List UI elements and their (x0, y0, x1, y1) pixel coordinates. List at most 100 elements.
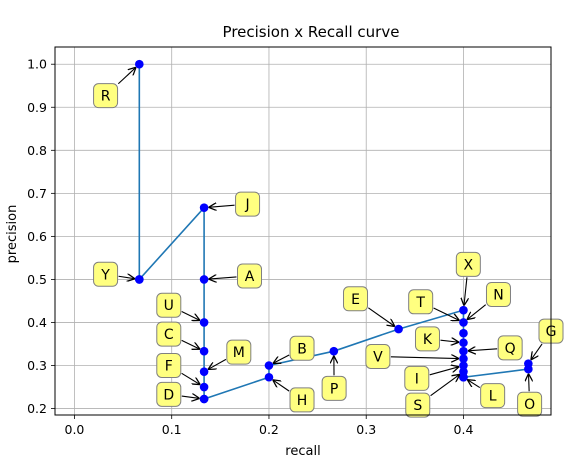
annotation-label: S (413, 398, 422, 414)
y-tick-label: 0.5 (27, 272, 47, 287)
annotation-box (156, 321, 182, 347)
data-point (199, 394, 209, 404)
annotation-a: A (209, 263, 263, 289)
annotation-label: H (297, 393, 308, 409)
annotation-box (485, 281, 511, 307)
data-point (394, 324, 403, 334)
x-tick-label: 0.4 (454, 422, 474, 437)
annotation-label: N (493, 287, 503, 303)
data-point (459, 318, 468, 327)
annotation-box (93, 83, 119, 109)
annotation-box (365, 343, 391, 369)
annotation-arrow (273, 354, 290, 363)
y-tick-label: 0.9 (27, 100, 47, 115)
data-point (524, 359, 533, 368)
annotation-label: E (351, 292, 360, 308)
annotation-box (226, 339, 252, 365)
annotation-box (235, 191, 261, 217)
annotation-v: V (365, 343, 459, 369)
data-point (459, 305, 468, 315)
annotation-h: H (273, 380, 315, 413)
annotation-arrow (467, 380, 481, 389)
data-point (329, 346, 339, 356)
x-tick-label: 0.1 (162, 422, 182, 437)
annotation-arrow (209, 277, 237, 279)
annotation-j: J (209, 191, 261, 217)
annotation-o: O (517, 374, 543, 417)
x-axis-label: recall (285, 444, 320, 459)
annotation-box (156, 381, 182, 407)
annotation-label: B (297, 341, 307, 357)
annotation-label: O (524, 397, 535, 413)
annotation-arrow (181, 339, 200, 349)
annotation-box (343, 286, 369, 312)
data-point (199, 318, 209, 327)
y-tick-label: 0.7 (27, 186, 47, 201)
x-tick-label: 0.2 (259, 422, 279, 437)
y-axis-ticks: 0.2 0.3 0.4 0.5 0.6 0.7 0.8 0.9 1.0 (27, 57, 55, 416)
annotation-arrow (181, 372, 201, 384)
data-point (199, 203, 209, 212)
annotation-e: E (343, 286, 395, 327)
annotation-d: D (156, 381, 200, 407)
y-tick-label: 0.2 (27, 401, 47, 416)
annotation-box (93, 261, 119, 287)
annotation-arrow (529, 374, 530, 392)
annotation-m: M (208, 339, 252, 369)
y-tick-label: 0.6 (27, 229, 47, 244)
annotation-box (156, 292, 182, 318)
annotation-box (497, 335, 523, 361)
annotation-arrow (468, 349, 498, 351)
data-point (264, 372, 274, 382)
annotation-label: Y (100, 267, 110, 283)
annotation-c: C (156, 321, 200, 349)
annotation-box (156, 353, 182, 379)
annotation-label: P (330, 381, 338, 397)
data-point (199, 367, 209, 376)
annotation-label: Q (505, 341, 516, 357)
annotation-box (408, 289, 434, 315)
annotation-f: F (156, 353, 201, 385)
data-point (199, 382, 209, 392)
annotation-arrow (429, 367, 459, 376)
annotation-label: T (415, 295, 425, 311)
annotation-n: N (467, 281, 511, 320)
annotation-box (517, 391, 543, 417)
annotation-k: K (414, 326, 459, 352)
annotation-box (289, 335, 315, 361)
data-point (135, 275, 144, 284)
annotation-arrow (181, 396, 200, 398)
annotation-i: I (404, 366, 459, 391)
x-tick-label: 0.0 (65, 422, 85, 437)
annotation-arrow (440, 340, 459, 342)
annotation-label: F (165, 359, 173, 375)
data-point (459, 346, 468, 356)
annotation-arrow (273, 380, 290, 392)
annotation-label: M (233, 345, 245, 361)
y-tick-label: 1.0 (27, 57, 47, 72)
data-point (459, 328, 468, 338)
data-point (199, 346, 209, 356)
annotation-label: A (245, 269, 255, 285)
annotation-label: K (423, 332, 433, 348)
annotation-arrow (208, 358, 227, 369)
annotation-arrow (464, 277, 467, 305)
annotation-box (455, 251, 481, 277)
annotation-x: X (455, 251, 481, 305)
series-layer (135, 59, 533, 404)
annotation-box (289, 387, 315, 413)
annotation-arrow (467, 304, 487, 320)
data-point (264, 361, 274, 370)
chart-title: Precision x Recall curve (223, 23, 400, 41)
annotation-label: R (101, 89, 111, 105)
annotation-l: L (467, 380, 506, 409)
annotation-arrow (117, 67, 136, 85)
annotation-arrow (531, 343, 543, 360)
data-point (459, 338, 468, 348)
data-point (459, 354, 468, 364)
x-tick-label: 0.3 (356, 422, 376, 437)
y-tick-label: 0.8 (27, 143, 47, 158)
annotation-layer: R Y J A UC M FD B H P E X T N K Q V IS L G O (93, 67, 564, 418)
annotation-label: J (244, 197, 249, 213)
